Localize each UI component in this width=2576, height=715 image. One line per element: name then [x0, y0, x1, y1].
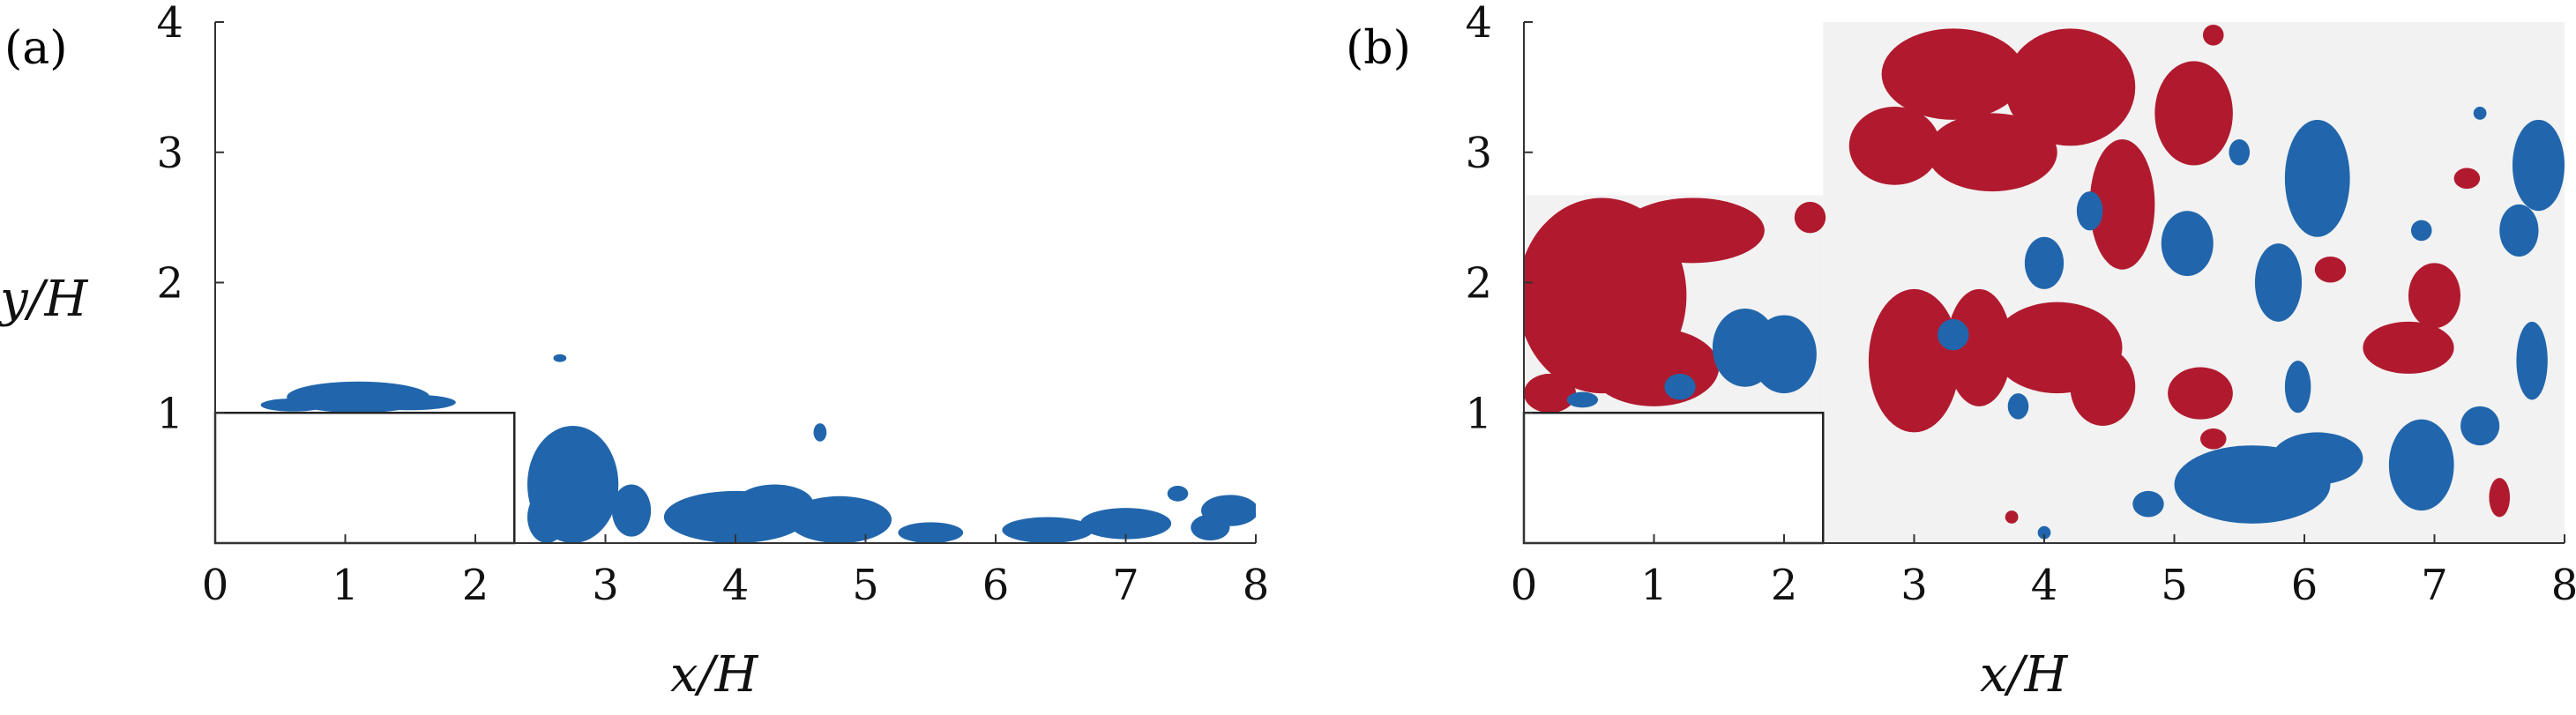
panel-b-step: [1522, 412, 1825, 545]
y-tick-label: 4: [1465, 0, 1492, 48]
y-tick-label: 1: [156, 389, 183, 438]
red-region-4: [1794, 201, 1826, 234]
x-tick-label: 2: [462, 561, 489, 610]
red-region-22: [2489, 478, 2511, 518]
y-tick-label: 2: [156, 259, 183, 309]
panel-a-regions: [260, 354, 1256, 543]
red-region-10: [2005, 28, 2136, 146]
blue-region-46: [2037, 525, 2051, 540]
red-region-3: [1524, 373, 1576, 413]
blue-region-45: [2473, 107, 2487, 120]
red-region-24: [2200, 428, 2227, 450]
red-region-18: [2070, 347, 2136, 427]
panel-b-label: (b): [1346, 22, 1411, 75]
x-tick-label: 4: [722, 561, 750, 610]
blue-region-38: [2024, 236, 2065, 289]
red-region-20: [2363, 321, 2454, 374]
blue-region-36: [2499, 204, 2539, 257]
blue-region-8: [1566, 391, 1599, 408]
blue-region-41: [1938, 318, 1969, 351]
blue-region-12: [1002, 517, 1094, 543]
blue-region-9: [788, 495, 892, 543]
blue-region-35: [2513, 119, 2565, 212]
red-region-1: [1621, 197, 1765, 264]
red-region-12: [1927, 113, 2057, 192]
blue-region-4: [527, 490, 567, 543]
blue-region-13: [1079, 508, 1172, 540]
red-region-19: [2168, 367, 2233, 420]
panel-a-xlabel: x/H: [670, 646, 758, 704]
blue-region-2: [364, 394, 456, 411]
panel-b: (b) 0 1 2 3 4 5 6 7 8 1 2 3 4 x/H: [1346, 0, 2576, 704]
y-tick-label: 3: [156, 129, 183, 178]
blue-region-6: [553, 354, 567, 362]
blue-region-16: [1191, 514, 1230, 541]
red-region-13: [2089, 138, 2155, 270]
red-region-9: [1881, 28, 2025, 120]
x-tick-label: 8: [1243, 561, 1270, 610]
blue-region-39: [2076, 191, 2103, 231]
red-region-25: [2314, 256, 2347, 283]
x-tick-label: 3: [1900, 561, 1928, 610]
x-tick-label: 6: [2291, 561, 2318, 610]
x-tick-label: 5: [2161, 561, 2188, 610]
panel-a-label: (a): [4, 22, 68, 75]
x-tick-label: 4: [2031, 561, 2058, 610]
x-tick-label: 6: [982, 561, 1010, 610]
blue-region-11: [813, 423, 827, 442]
y-tick-label: 4: [156, 0, 183, 48]
y-tick-label: 1: [1465, 389, 1492, 438]
red-region-16: [1946, 288, 2012, 406]
x-tick-label: 1: [332, 561, 359, 610]
x-tick-label: 2: [1771, 561, 1798, 610]
red-region-14: [1848, 107, 1940, 185]
blue-region-14: [1167, 485, 1189, 502]
blue-region-1: [260, 398, 326, 412]
red-region-11: [2154, 61, 2233, 166]
blue-region-42: [2007, 393, 2029, 420]
x-tick-label: 0: [1511, 561, 1538, 610]
blue-region-29: [2254, 243, 2303, 322]
x-tick-label: 5: [852, 561, 879, 610]
y-tick-label: 3: [1465, 129, 1492, 178]
panel-a-axes: 0 1 2 3 4 5 6 7 8 1 2 3 4: [156, 0, 1269, 610]
x-tick-label: 7: [2421, 561, 2448, 610]
red-region-15: [1868, 288, 1960, 433]
blue-region-32: [2272, 432, 2363, 485]
y-tick-label: 2: [1465, 259, 1492, 309]
blue-region-10: [898, 522, 964, 543]
panel-b-regions: [1524, 24, 2565, 540]
blue-region-30: [2284, 361, 2311, 413]
red-region-26: [2005, 510, 2019, 524]
x-tick-label: 8: [2551, 561, 2576, 610]
blue-region-47: [2229, 138, 2251, 166]
panel-a-ylabel: y/H: [0, 271, 89, 328]
x-tick-label: 3: [592, 561, 619, 610]
red-region-21: [2408, 263, 2460, 329]
blue-region-28: [2284, 119, 2350, 237]
panel-a: (a) 0 1 2 3 4 5 6 7 8 1 2 3 4 y/H x/H: [0, 0, 1269, 704]
blue-region-43: [2132, 490, 2164, 518]
panel-a-step: [213, 412, 516, 545]
red-region-2: [1588, 328, 1720, 406]
blue-region-34: [2460, 406, 2500, 446]
panel-b-axes: 0 1 2 3 4 5 6 7 8 1 2 3 4: [1465, 0, 2576, 610]
blue-region-7: [1664, 373, 1696, 400]
x-tick-label: 0: [202, 561, 229, 610]
x-tick-label: 1: [1640, 561, 1668, 610]
red-region-27: [2202, 24, 2224, 46]
blue-region-40: [2161, 211, 2214, 277]
blue-region-6: [1751, 315, 1817, 394]
blue-region-5: [611, 484, 652, 537]
blue-region-37: [2516, 321, 2548, 400]
red-region-23: [2453, 168, 2481, 190]
x-tick-label: 7: [1112, 561, 1139, 610]
blue-region-44: [2410, 220, 2432, 242]
blue-region-33: [2388, 419, 2454, 511]
panel-b-xlabel: x/H: [1980, 646, 2068, 704]
